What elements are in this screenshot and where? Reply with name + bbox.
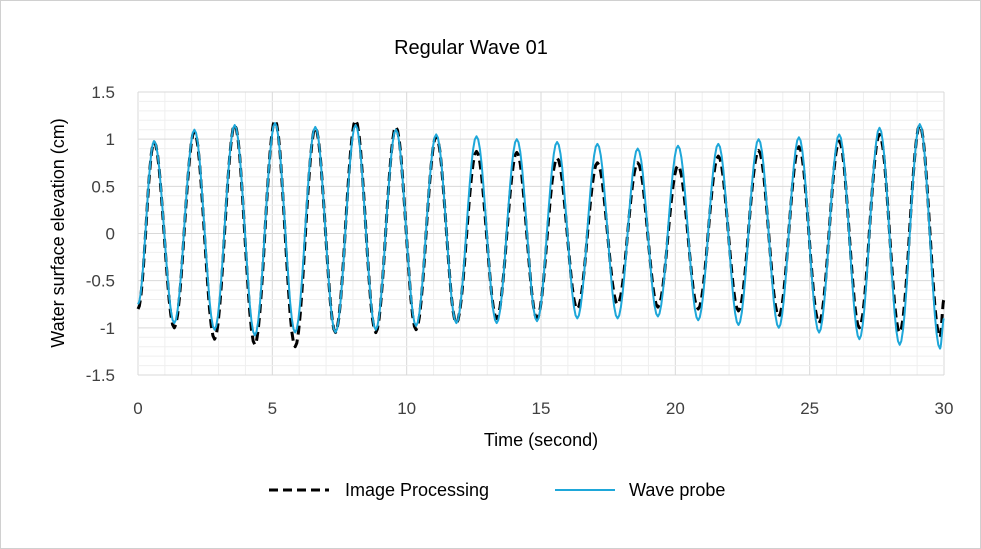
y-tick-label: 1.5: [91, 83, 115, 102]
y-tick-label: 0: [106, 225, 115, 244]
x-tick-label: 20: [666, 399, 685, 418]
x-tick-label: 30: [935, 399, 954, 418]
x-axis-ticks: 0 5 10 15 20 25 30: [133, 399, 953, 418]
x-tick-label: 15: [532, 399, 551, 418]
y-tick-label: -1: [100, 319, 115, 338]
x-tick-label: 10: [397, 399, 416, 418]
legend: Image Processing Wave probe: [269, 480, 725, 500]
y-tick-label: -1.5: [86, 366, 115, 385]
y-tick-label: -0.5: [86, 272, 115, 291]
y-axis-label: Water surface elevation (cm): [48, 118, 68, 347]
y-axis-ticks: -1.5 -1 -0.5 0 0.5 1 1.5: [86, 83, 115, 385]
y-tick-label: 1: [106, 130, 115, 149]
series-line-wave-probe: [137, 122, 945, 350]
x-axis-label: Time (second): [484, 430, 598, 450]
x-tick-label: 5: [268, 399, 277, 418]
legend-label-wave-probe: Wave probe: [629, 480, 725, 500]
chart-title: Regular Wave 01: [394, 37, 548, 59]
x-tick-label: 0: [133, 399, 142, 418]
series-layer: [136, 118, 946, 350]
legend-label-image-processing: Image Processing: [345, 480, 489, 500]
x-tick-label: 25: [800, 399, 819, 418]
y-tick-label: 0.5: [91, 177, 115, 196]
